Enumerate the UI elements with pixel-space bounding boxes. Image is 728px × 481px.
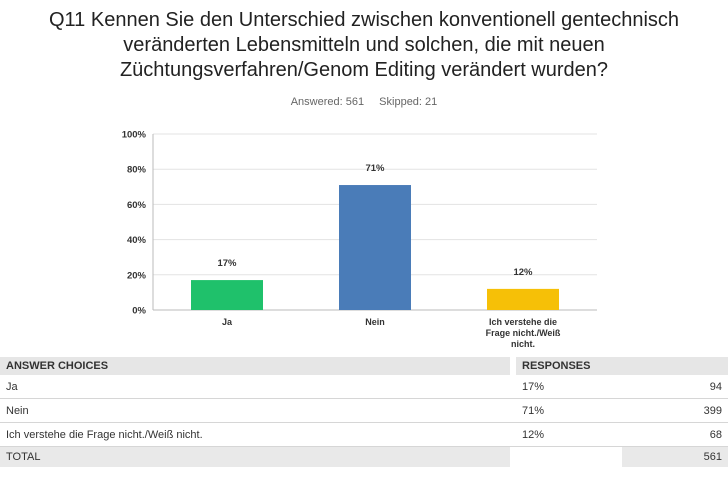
- table-row: Ich verstehe die Frage nicht./Weiß nicht…: [0, 422, 728, 447]
- bar: [191, 280, 263, 310]
- bar-chart: 0% 20% 40% 60% 80% 100% 17% Ja 71% Nein 12% Ich ver…: [122, 130, 597, 349]
- answer-table: ANSWER CHOICES RESPONSES Ja 17% 94 Nein …: [0, 357, 728, 467]
- y-tick-label: 80%: [127, 165, 147, 176]
- table-row: Nein 71% 399: [0, 398, 728, 423]
- table-total-row: TOTAL 561: [0, 446, 728, 467]
- data-label: 12%: [513, 267, 533, 278]
- percent-cell: 71%: [516, 398, 622, 423]
- count-cell: 68: [622, 422, 728, 447]
- skipped-count: Skipped: 21: [379, 96, 438, 108]
- header-responses: RESPONSES: [516, 357, 728, 375]
- table-header-row: ANSWER CHOICES RESPONSES: [0, 357, 728, 375]
- data-label: 17%: [217, 258, 237, 269]
- count-cell: 94: [622, 375, 728, 399]
- x-category-label: Ja: [222, 317, 233, 327]
- response-summary: Answered: 561 Skipped: 21: [0, 96, 728, 108]
- bar: [487, 288, 559, 310]
- percent-cell: 17%: [516, 375, 622, 399]
- x-category-label: Nein: [365, 317, 385, 327]
- table-row: Ja 17% 94: [0, 375, 728, 399]
- total-count: 561: [622, 446, 728, 467]
- data-label: 71%: [365, 163, 385, 174]
- y-tick-label: 100%: [122, 130, 147, 141]
- percent-cell: 12%: [516, 422, 622, 447]
- y-tick-label: 20%: [127, 270, 147, 281]
- y-tick-label: 40%: [127, 235, 147, 246]
- y-tick-label: 60%: [127, 200, 147, 211]
- choice-cell: Ich verstehe die Frage nicht./Weiß nicht…: [0, 422, 510, 447]
- question-title: Q11 Kennen Sie den Unterschied zwischen …: [48, 9, 680, 81]
- header-answer-choices: ANSWER CHOICES: [0, 357, 510, 375]
- answered-count: Answered: 561: [290, 96, 365, 108]
- x-category-label: Ich verstehe die Frage nicht./Weiß nicht.: [486, 317, 561, 349]
- choice-cell: Ja: [0, 375, 510, 399]
- count-cell: 399: [622, 398, 728, 423]
- total-label: TOTAL: [0, 446, 510, 467]
- choice-cell: Nein: [0, 398, 510, 423]
- y-tick-label: 0%: [132, 306, 146, 317]
- bar: [339, 185, 411, 310]
